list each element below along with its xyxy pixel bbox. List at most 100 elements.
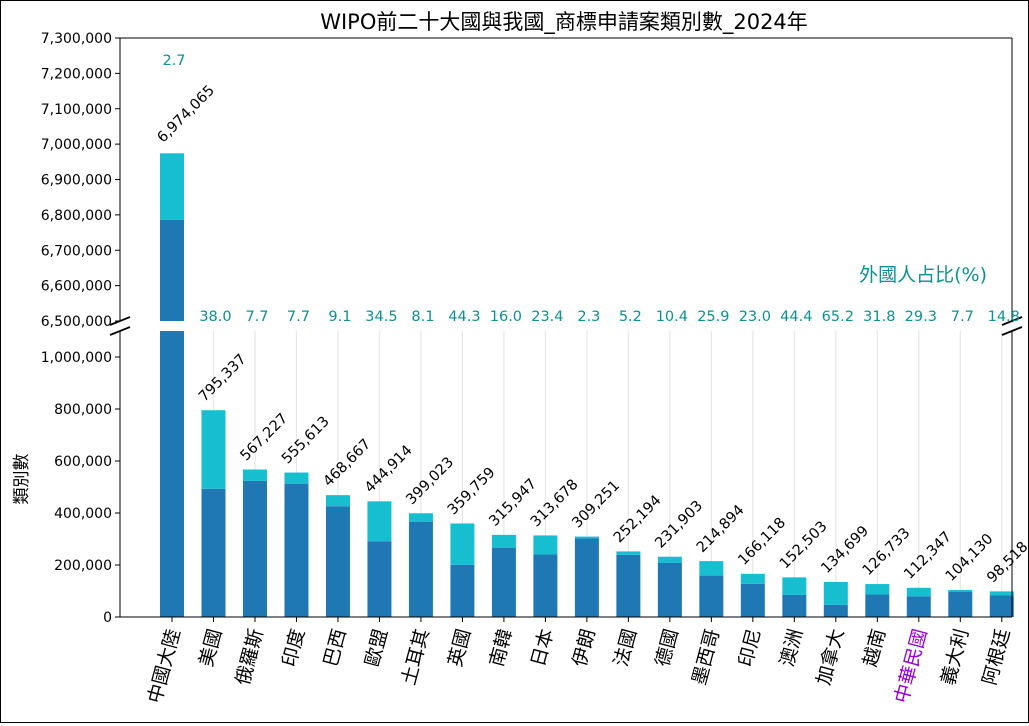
y-tick-label: 7,300,000 bbox=[41, 31, 112, 47]
axes: 6,500,000 6,600,000 6,700,000 6,800,000 6,90… bbox=[41, 31, 1023, 706]
y-tick-label: 7,200,000 bbox=[41, 66, 112, 82]
bar-resident bbox=[201, 488, 226, 617]
foreign-share-label: 31.8 bbox=[863, 309, 895, 325]
x-tick-label: 日本 bbox=[527, 627, 558, 669]
bar-foreign bbox=[367, 501, 392, 542]
y-tick-label: 200,000 bbox=[54, 558, 112, 574]
bar-foreign-upper bbox=[160, 153, 184, 220]
x-tick-label: 英國 bbox=[444, 627, 475, 669]
total-value-label: 795,337 bbox=[196, 351, 250, 405]
bar-resident bbox=[408, 521, 433, 617]
y-tick-label: 400,000 bbox=[54, 506, 112, 522]
y-tick-label: 1,000,000 bbox=[41, 350, 112, 366]
bar-resident bbox=[948, 592, 973, 617]
x-tick-label: 阿根廷 bbox=[979, 627, 1015, 688]
y-tick-label: 6,900,000 bbox=[41, 173, 112, 189]
bar-foreign bbox=[533, 535, 558, 555]
y-tick-label: 7,000,000 bbox=[41, 137, 112, 153]
axis-break-mark bbox=[109, 326, 131, 336]
y-tick-label: 6,800,000 bbox=[41, 208, 112, 224]
y-tick-label: 6,700,000 bbox=[41, 243, 112, 259]
axis-break-mark bbox=[1001, 316, 1023, 326]
bar-resident bbox=[284, 483, 309, 617]
bar-resident bbox=[989, 595, 1014, 617]
bar-foreign bbox=[201, 410, 226, 489]
foreign-share-label: 44.4 bbox=[780, 309, 812, 325]
bar-foreign bbox=[740, 573, 765, 584]
x-tick-label: 土耳其 bbox=[398, 627, 434, 688]
x-tick-label: 印尼 bbox=[735, 627, 766, 669]
x-tick-label: 中華民國 bbox=[891, 627, 932, 706]
bar-foreign bbox=[325, 495, 350, 507]
total-value-label: 399,023 bbox=[403, 454, 457, 508]
foreign-share-label: 7.7 bbox=[287, 309, 310, 325]
y-tick-label: 6,600,000 bbox=[41, 279, 112, 295]
x-tick-label: 歐盟 bbox=[361, 627, 392, 669]
bar-resident bbox=[906, 596, 931, 617]
bar-foreign bbox=[823, 581, 848, 605]
bar-foreign bbox=[948, 589, 973, 593]
y-tick-label: 800,000 bbox=[54, 402, 112, 418]
bar-foreign bbox=[450, 523, 475, 565]
x-tick-label: 義大利 bbox=[937, 627, 973, 688]
y-tick-label: 7,100,000 bbox=[41, 102, 112, 118]
foreign-share-label: 29.3 bbox=[905, 309, 937, 325]
bar-foreign bbox=[242, 469, 267, 481]
x-tick-label: 德國 bbox=[652, 627, 683, 669]
bar-resident-upper bbox=[160, 219, 184, 321]
x-tick-label: 中國大陸 bbox=[144, 627, 185, 706]
foreign-share-label: 25.9 bbox=[697, 309, 729, 325]
bar-resident bbox=[699, 575, 724, 617]
y-tick-label: 0 bbox=[103, 610, 112, 626]
y-axis-label: 類別數 bbox=[12, 454, 32, 505]
bar-resident bbox=[823, 604, 848, 617]
x-tick-label: 印度 bbox=[278, 627, 309, 669]
bar-resident bbox=[782, 594, 807, 617]
total-value-label: 359,759 bbox=[445, 465, 499, 519]
x-tick-label: 越南 bbox=[859, 627, 890, 669]
bar-foreign bbox=[989, 591, 1014, 596]
x-tick-label: 美國 bbox=[195, 627, 226, 669]
bar-foreign bbox=[616, 551, 641, 555]
bars bbox=[160, 153, 1014, 617]
bar-resident bbox=[616, 554, 641, 617]
foreign-share-label: 2.3 bbox=[577, 309, 600, 325]
foreign-share-title: 外國人占比(%) bbox=[859, 264, 987, 286]
bar-foreign bbox=[574, 536, 599, 539]
bar-foreign bbox=[491, 534, 516, 548]
x-tick-label: 墨西哥 bbox=[688, 627, 724, 688]
foreign-share-label: 16.0 bbox=[490, 309, 522, 325]
bar-resident-lower bbox=[160, 331, 184, 617]
bar-foreign bbox=[657, 556, 682, 563]
x-tick-label: 南韓 bbox=[486, 627, 517, 669]
y-tick-label: 6,500,000 bbox=[41, 314, 112, 330]
x-tick-label: 伊朗 bbox=[569, 627, 600, 669]
bar-foreign bbox=[906, 587, 931, 597]
bar-resident bbox=[242, 480, 267, 617]
y-tick-label: 600,000 bbox=[54, 454, 112, 470]
x-tick-label: 加拿大 bbox=[812, 626, 849, 687]
bar-foreign bbox=[782, 577, 807, 595]
x-tick-label: 俄羅斯 bbox=[232, 627, 268, 688]
foreign-share-label: 2.7 bbox=[162, 53, 185, 69]
foreign-share-label: 65.2 bbox=[822, 309, 854, 325]
foreign-share-label: 23.0 bbox=[739, 309, 771, 325]
bar-resident bbox=[491, 547, 516, 617]
foreign-share-label: 44.3 bbox=[448, 309, 480, 325]
foreign-share-label: 8.1 bbox=[411, 309, 434, 325]
foreign-share-label: 10.4 bbox=[656, 309, 688, 325]
foreign-share-label: 9.1 bbox=[328, 309, 351, 325]
bar-resident bbox=[325, 506, 350, 617]
bar-foreign bbox=[865, 584, 890, 595]
bar-resident bbox=[657, 562, 682, 617]
bar-resident bbox=[740, 583, 765, 617]
x-tick-label: 澳洲 bbox=[776, 627, 807, 669]
foreign-share-label: 38.0 bbox=[199, 309, 231, 325]
foreign-share-label: 7.7 bbox=[951, 309, 974, 325]
foreign-share-label: 5.2 bbox=[619, 309, 642, 325]
x-tick-label: 巴西 bbox=[320, 627, 351, 669]
bar-foreign bbox=[699, 561, 724, 576]
foreign-share-label: 34.5 bbox=[365, 309, 397, 325]
